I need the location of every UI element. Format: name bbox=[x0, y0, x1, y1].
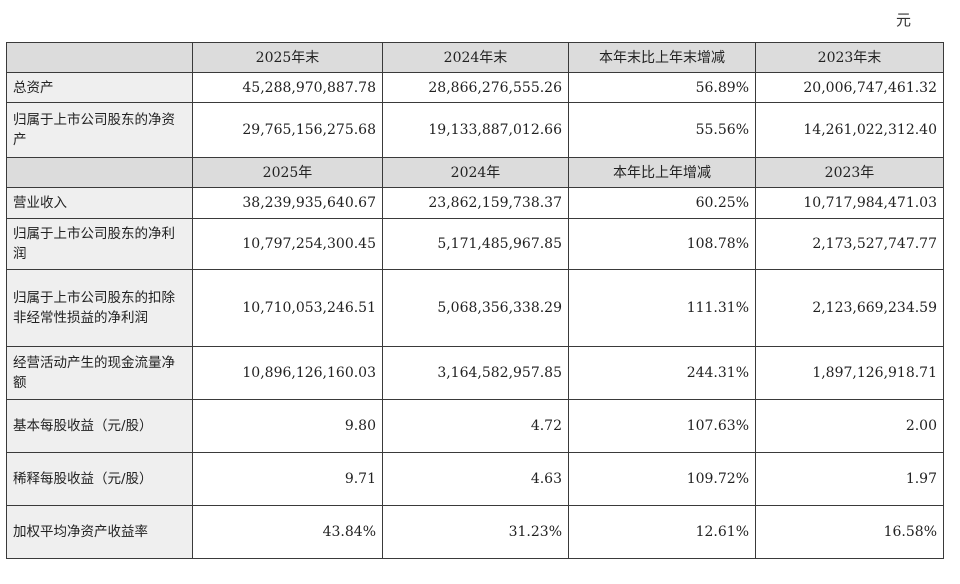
table-row: 基本每股收益（元/股） 9.80 4.72 107.63% 2.00 bbox=[6, 399, 944, 453]
header-cell: 2023年末 bbox=[755, 42, 944, 73]
table-row: 加权平均净资产收益率 43.84% 31.23% 12.61% 16.58% bbox=[6, 505, 944, 559]
row-label: 经营活动产生的现金流量净额 bbox=[6, 346, 193, 400]
value-cell: 1.97 bbox=[755, 452, 944, 506]
table-header-row: 2025年 2024年 本年比上年增减 2023年 bbox=[6, 157, 944, 188]
value-cell: 4.63 bbox=[382, 452, 569, 506]
value-cell: 29,765,156,275.68 bbox=[192, 102, 383, 158]
change-cell: 107.63% bbox=[568, 399, 756, 453]
header-cell: 2024年末 bbox=[382, 42, 569, 73]
value-cell: 45,288,970,887.78 bbox=[192, 72, 383, 103]
value-cell: 4.72 bbox=[382, 399, 569, 453]
unit-label: 元 bbox=[896, 11, 912, 29]
value-cell: 1,897,126,918.71 bbox=[755, 346, 944, 400]
row-label: 归属于上市公司股东的净利润 bbox=[6, 218, 193, 270]
header-cell: 本年末比上年末增减 bbox=[568, 42, 756, 73]
row-label: 稀释每股收益（元/股） bbox=[6, 452, 193, 506]
value-cell: 31.23% bbox=[382, 505, 569, 559]
value-cell: 10,896,126,160.03 bbox=[192, 346, 383, 400]
row-label: 营业收入 bbox=[6, 187, 193, 219]
row-label: 加权平均净资产收益率 bbox=[6, 505, 193, 559]
row-label: 归属于上市公司股东的净资产 bbox=[6, 102, 193, 158]
header-corner-cell bbox=[6, 42, 193, 73]
header-cell: 2025年 bbox=[192, 157, 383, 188]
table-header-row: 2025年末 2024年末 本年末比上年末增减 2023年末 bbox=[6, 42, 944, 73]
change-cell: 56.89% bbox=[568, 72, 756, 103]
change-cell: 244.31% bbox=[568, 346, 756, 400]
value-cell: 9.71 bbox=[192, 452, 383, 506]
value-cell: 2,123,669,234.59 bbox=[755, 269, 944, 347]
value-cell: 19,133,887,012.66 bbox=[382, 102, 569, 158]
value-cell: 43.84% bbox=[192, 505, 383, 559]
table-row: 归属于上市公司股东的扣除非经常性损益的净利润 10,710,053,246.51… bbox=[6, 269, 944, 347]
change-cell: 109.72% bbox=[568, 452, 756, 506]
financial-summary-table: 2025年末 2024年末 本年末比上年末增减 2023年末 总资产 45,28… bbox=[6, 42, 944, 559]
value-cell: 2.00 bbox=[755, 399, 944, 453]
value-cell: 14,261,022,312.40 bbox=[755, 102, 944, 158]
value-cell: 38,239,935,640.67 bbox=[192, 187, 383, 219]
value-cell: 5,171,485,967.85 bbox=[382, 218, 569, 270]
table-row: 稀释每股收益（元/股） 9.71 4.63 109.72% 1.97 bbox=[6, 452, 944, 506]
value-cell: 20,006,747,461.32 bbox=[755, 72, 944, 103]
table-row: 经营活动产生的现金流量净额 10,896,126,160.03 3,164,58… bbox=[6, 346, 944, 400]
value-cell: 28,866,276,555.26 bbox=[382, 72, 569, 103]
value-cell: 23,862,159,738.37 bbox=[382, 187, 569, 219]
change-cell: 111.31% bbox=[568, 269, 756, 347]
row-label: 基本每股收益（元/股） bbox=[6, 399, 193, 453]
value-cell: 5,068,356,338.29 bbox=[382, 269, 569, 347]
change-cell: 12.61% bbox=[568, 505, 756, 559]
change-cell: 55.56% bbox=[568, 102, 756, 158]
change-cell: 108.78% bbox=[568, 218, 756, 270]
value-cell: 10,717,984,471.03 bbox=[755, 187, 944, 219]
table-row: 营业收入 38,239,935,640.67 23,862,159,738.37… bbox=[6, 187, 944, 219]
table-row: 归属于上市公司股东的净资产 29,765,156,275.68 19,133,8… bbox=[6, 102, 944, 158]
header-cell: 2023年 bbox=[755, 157, 944, 188]
row-label: 归属于上市公司股东的扣除非经常性损益的净利润 bbox=[6, 269, 193, 347]
value-cell: 9.80 bbox=[192, 399, 383, 453]
value-cell: 3,164,582,957.85 bbox=[382, 346, 569, 400]
value-cell: 10,797,254,300.45 bbox=[192, 218, 383, 270]
header-corner-cell bbox=[6, 157, 193, 188]
value-cell: 16.58% bbox=[755, 505, 944, 559]
header-cell: 2025年末 bbox=[192, 42, 383, 73]
table-row: 归属于上市公司股东的净利润 10,797,254,300.45 5,171,48… bbox=[6, 218, 944, 270]
table-row: 总资产 45,288,970,887.78 28,866,276,555.26 … bbox=[6, 72, 944, 103]
value-cell: 10,710,053,246.51 bbox=[192, 269, 383, 347]
row-label: 总资产 bbox=[6, 72, 193, 103]
change-cell: 60.25% bbox=[568, 187, 756, 219]
header-cell: 2024年 bbox=[382, 157, 569, 188]
header-cell: 本年比上年增减 bbox=[568, 157, 756, 188]
value-cell: 2,173,527,747.77 bbox=[755, 218, 944, 270]
